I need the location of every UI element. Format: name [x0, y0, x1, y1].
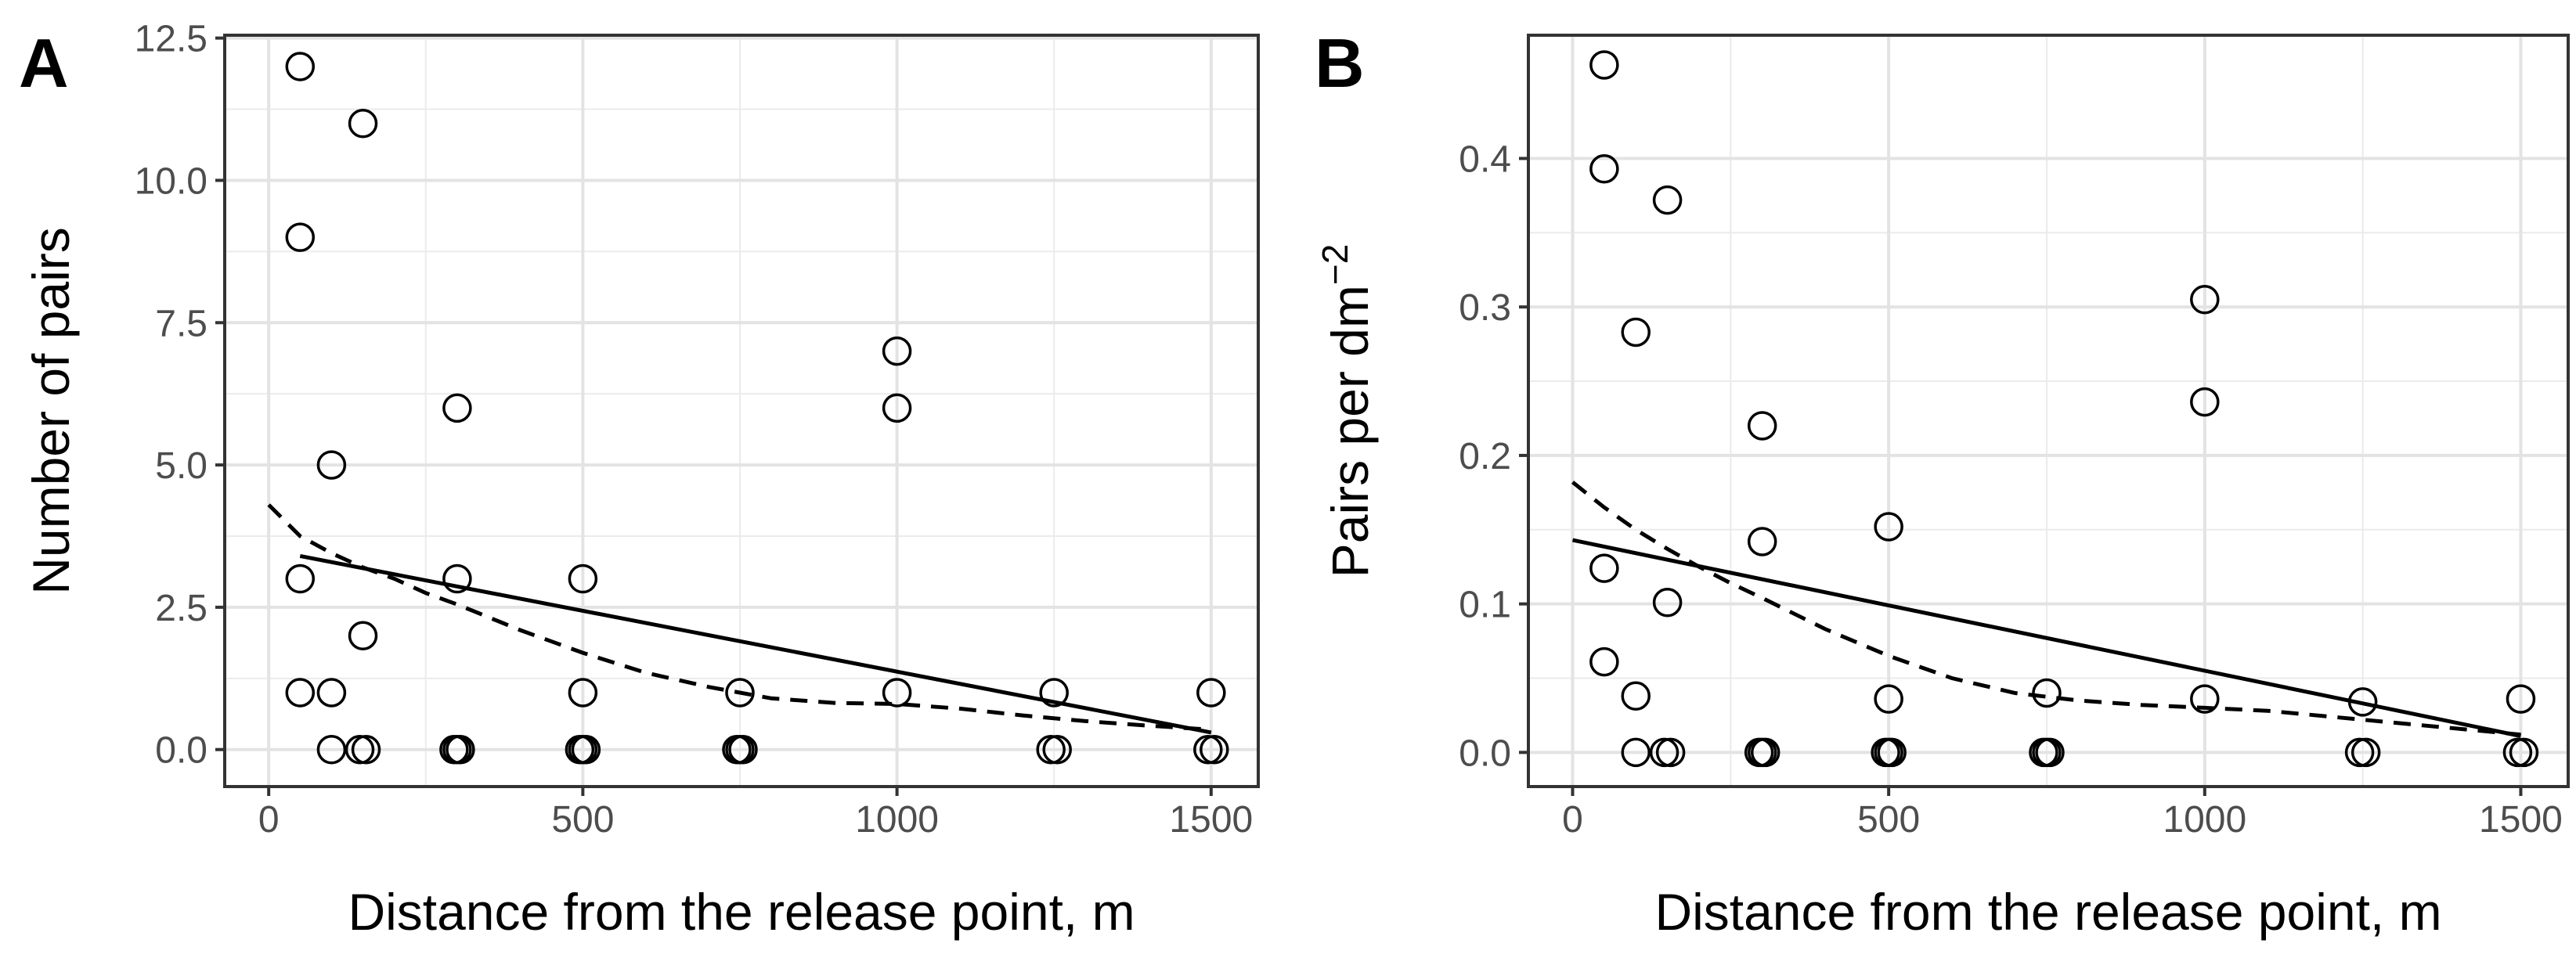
- data-point: [2506, 684, 2536, 714]
- y-axis-title-text: Number of pairs: [22, 227, 80, 595]
- linear-fit-line: [299, 554, 1212, 735]
- data-point: [1196, 678, 1226, 708]
- plot-border: [1527, 34, 2570, 788]
- data-point: [1036, 734, 1066, 765]
- y-tick-label: 0.0: [1459, 733, 1511, 774]
- data-point: [2190, 284, 2220, 315]
- data-point: [345, 734, 375, 765]
- x-tick-label: 0: [258, 799, 280, 841]
- x-tick-label: 500: [551, 799, 614, 841]
- smooth-fit-line: [1571, 481, 2521, 737]
- y-tick-label: 10.0: [135, 160, 207, 202]
- chart-b-svg: 0 500 1000 1500 0.0 0.1 0.2 0.3 0.4 Distance from…: [1315, 34, 2570, 941]
- data-point: [442, 393, 472, 423]
- data-point: [1877, 737, 1907, 768]
- data-point: [285, 564, 316, 594]
- plot-border: [223, 34, 1260, 788]
- data-point: [1621, 737, 1651, 768]
- data-point: [1039, 678, 1069, 708]
- data-point: [1652, 185, 1683, 215]
- data-point: [1589, 646, 1619, 677]
- data-point: [351, 734, 381, 765]
- data-point: [1747, 527, 1777, 556]
- y-tick-label: 0.2: [1459, 436, 1511, 477]
- data-point: [568, 564, 598, 594]
- panel-a: A 0 500 1000 1500 0.0 2.5 5.0 7.5 10.0 12.5 Distan…: [19, 19, 1260, 941]
- data-point: [1649, 737, 1679, 768]
- plot-background: [1528, 35, 2568, 787]
- y-tick-label: 12.5: [135, 19, 207, 60]
- data-point: [1589, 50, 1619, 80]
- x-tick-label: 500: [1857, 799, 1920, 841]
- data-point: [1621, 317, 1651, 347]
- x-axis-title: Distance from the release point, m: [348, 883, 1135, 941]
- data-point: [285, 222, 316, 252]
- y-axis-title-superscript: −2: [1315, 244, 1355, 285]
- data-point: [1652, 587, 1683, 618]
- data-point: [1655, 737, 1686, 768]
- data-point: [568, 678, 598, 708]
- data-point: [1874, 512, 1903, 542]
- panel-label-a: A: [19, 24, 69, 102]
- data-point: [882, 678, 912, 708]
- data-point: [1874, 684, 1903, 714]
- data-point: [1750, 737, 1780, 768]
- x-axis-title: Distance from the release point, m: [1654, 883, 2441, 941]
- y-tick-label: 5.0: [155, 445, 207, 487]
- data-point: [2344, 737, 2375, 768]
- chart-a-svg: 0 500 1000 1500 0.0 2.5 5.0 7.5 10.0 12.5 Distance…: [22, 19, 1260, 941]
- data-point: [2190, 684, 2220, 714]
- data-point: [2351, 737, 2381, 768]
- y-tick-label: 0.1: [1459, 585, 1511, 626]
- x-tick-label: 0: [1562, 799, 1583, 841]
- y-tick-label: 0.4: [1459, 139, 1511, 180]
- data-point: [1042, 734, 1072, 765]
- y-tick-label: 0.3: [1459, 287, 1511, 329]
- data-point: [285, 52, 316, 81]
- data-point: [1589, 154, 1619, 184]
- data-point: [285, 678, 316, 708]
- data-point: [1193, 734, 1223, 765]
- y-tick-label: 7.5: [155, 303, 207, 344]
- data-point: [882, 393, 912, 423]
- data-point: [348, 108, 378, 139]
- data-point: [1200, 734, 1229, 765]
- y-axis-title-text: Pairs per dm: [1321, 285, 1379, 578]
- data-point: [2035, 737, 2065, 768]
- data-point: [1621, 681, 1651, 711]
- data-point: [725, 678, 755, 708]
- data-point: [2190, 387, 2220, 417]
- y-axis-title: Pairs per dm−2: [1315, 244, 1379, 578]
- data-point: [2509, 737, 2539, 768]
- data-point: [316, 734, 347, 765]
- data-point: [2347, 687, 2378, 717]
- panel-b: B 0 500 1000 1500 0.0 0.1 0.2 0.3 0.4 Distance fr…: [1296, 0, 2576, 965]
- data-point: [348, 621, 378, 651]
- plot-background: [225, 35, 1258, 787]
- data-point: [316, 678, 347, 708]
- data-point: [2032, 678, 2062, 708]
- y-tick-label: 2.5: [155, 588, 207, 629]
- data-point: [1589, 553, 1619, 583]
- linear-fit-line: [1572, 538, 2521, 738]
- data-point: [1747, 411, 1777, 441]
- data-point: [728, 734, 758, 765]
- x-tick-label: 1000: [2163, 799, 2246, 841]
- y-tick-label: 0.0: [155, 730, 207, 772]
- data-point: [316, 450, 347, 480]
- data-point: [571, 734, 601, 765]
- y-axis-title: Number of pairs: [22, 227, 80, 595]
- data-point: [442, 564, 472, 594]
- data-point: [446, 734, 475, 765]
- x-tick-label: 1500: [1169, 799, 1253, 841]
- x-tick-label: 1000: [855, 799, 939, 841]
- panel-label-b: B: [1315, 24, 1365, 102]
- data-point: [882, 336, 912, 366]
- data-point: [2502, 737, 2533, 768]
- x-tick-label: 1500: [2479, 799, 2563, 841]
